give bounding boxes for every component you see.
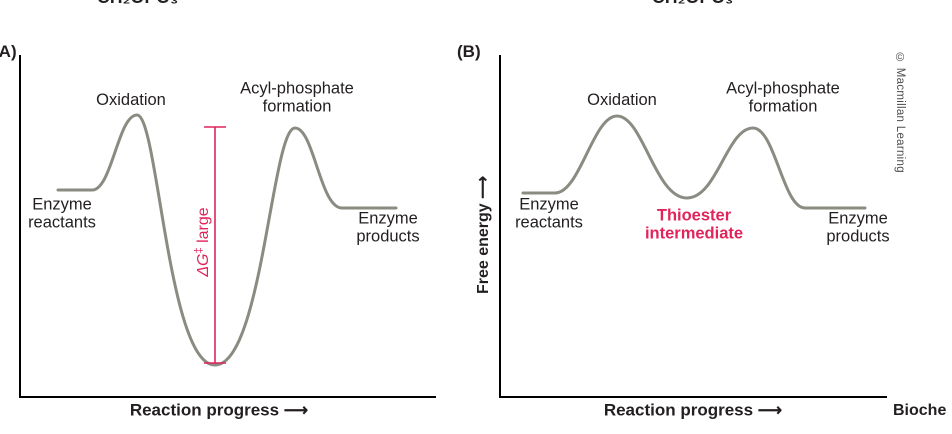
panel-a-peak2-line2: formation: [262, 98, 332, 116]
panel-b-products-label: Enzyme products: [826, 210, 889, 247]
panel-a-reactants-label: Enzyme reactants: [28, 196, 96, 233]
panel-a-label: (A): [0, 42, 17, 61]
panel-b-peak2-line1: Acyl-phosphate: [726, 79, 840, 98]
panel-a-peak1-label: Oxidation: [96, 90, 166, 109]
panel-b-axes: [499, 55, 887, 398]
energy-curve-b: [521, 114, 867, 210]
delta-g-annotation-line: [204, 126, 226, 364]
panel-b-products-line1: Enzyme: [828, 209, 888, 228]
macmillan-credit: © Macmillan Learning: [894, 52, 906, 173]
panel-b-peak2-label: Acyl-phosphate formation: [726, 80, 840, 117]
panel-b-plot: [499, 55, 887, 398]
energy-curve-a: [56, 113, 398, 367]
thioester-line1: Thioester: [656, 206, 732, 225]
panel-a-products-line2: products: [356, 228, 420, 246]
panel-a-peak2-label: Acyl-phosphate formation: [240, 80, 354, 117]
panel-b-y-axis-label: Free energy ⟶: [475, 175, 493, 295]
panel-b-products-line2: products: [826, 228, 890, 246]
corner-text: Bioche: [893, 402, 947, 419]
panel-b-peak2-line2: formation: [748, 98, 818, 116]
panel-b-reactants-line1: Enzyme: [519, 195, 579, 214]
panel-a-products-line1: Enzyme: [358, 209, 418, 228]
panel-b-label: (B): [457, 42, 481, 61]
panel-b-reactants-line2: reactants: [515, 214, 583, 232]
panel-a-x-axis-label: Reaction progress ⟶: [129, 400, 309, 420]
thioester-intermediate-label: Thioester intermediate: [645, 207, 743, 244]
panel-b-peak1-label: Oxidation: [587, 90, 657, 109]
thioester-line2: intermediate: [644, 225, 744, 243]
panel-a-reactants-line1: Enzyme: [32, 195, 92, 214]
formula-panel-b: CH₂OPO₃²⁻: [652, 0, 749, 8]
panel-a-axes: [19, 55, 436, 398]
panel-a-plot: [19, 55, 436, 398]
delta-g-symbol: ΔG: [195, 253, 213, 277]
panel-a-products-label: Enzyme products: [356, 210, 419, 247]
delta-g-large-annotation: ΔG‡ large: [193, 207, 213, 276]
panel-a-reactants-line2: reactants: [28, 214, 96, 232]
double-dagger-symbol: ‡: [192, 247, 205, 254]
panel-b-x-axis-label: Reaction progress ⟶: [603, 400, 783, 420]
panel-a-peak2-line1: Acyl-phosphate: [240, 79, 354, 98]
formula-panel-a: CH₂OPO₃²⁻: [97, 0, 194, 8]
panel-b-reactants-label: Enzyme reactants: [515, 196, 583, 233]
delta-g-large-text: large: [195, 207, 213, 248]
